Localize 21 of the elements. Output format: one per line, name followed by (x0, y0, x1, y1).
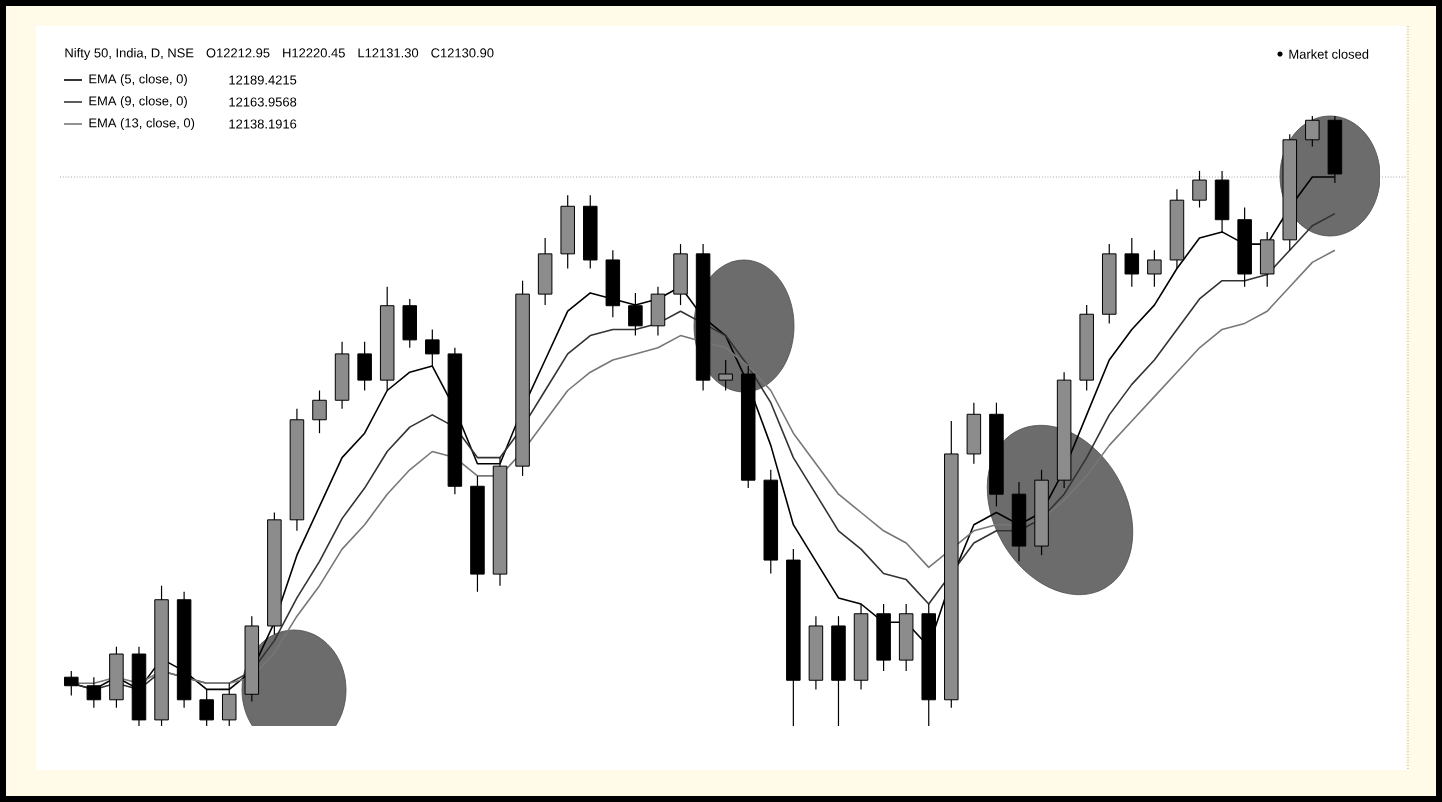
candlestick (628, 292, 643, 337)
candlestick (560, 194, 575, 270)
candlestick (402, 298, 418, 349)
candlestick (1192, 170, 1207, 209)
candlestick (1124, 237, 1140, 288)
candlestick (966, 402, 982, 465)
candlestick (425, 328, 440, 367)
candlestick (1147, 249, 1162, 288)
candlestick (357, 341, 372, 392)
candlestick (718, 359, 733, 392)
candlestick (1305, 115, 1320, 148)
candlestick (537, 237, 553, 306)
candlestick (334, 341, 350, 410)
candlestick (1259, 231, 1275, 288)
candlestick (673, 243, 688, 306)
candlestick (898, 603, 914, 672)
candlestick (650, 286, 666, 337)
candlestick (605, 249, 621, 318)
candlestick (312, 389, 327, 434)
candlestick (876, 603, 891, 672)
candlestick (64, 670, 79, 697)
